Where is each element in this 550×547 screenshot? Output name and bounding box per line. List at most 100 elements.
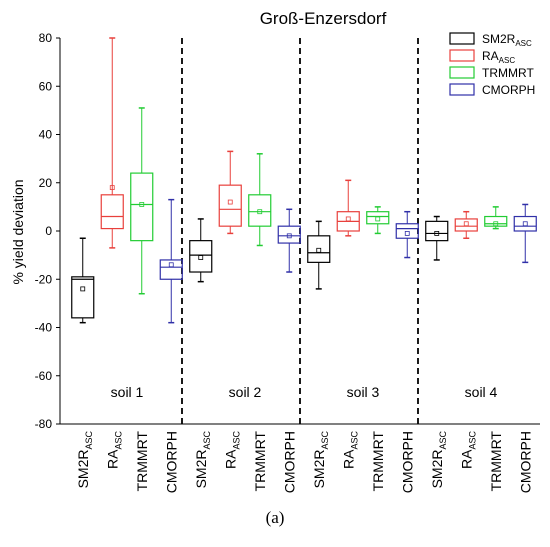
x-tick-label: RAASC [104, 431, 123, 469]
x-tick-label: SM2RASC [75, 431, 94, 489]
mean-marker [434, 231, 440, 236]
x-tick-label-sub: ASC [84, 431, 94, 450]
box-iqr [189, 240, 213, 273]
x-tick-label-sub: ASC [113, 431, 123, 450]
x-tick-label-sub: ASC [320, 431, 330, 450]
legend-entry-main: RA [482, 49, 499, 63]
mean-marker [522, 221, 528, 227]
y-tick-label: 20 [39, 176, 53, 190]
x-tick-label: RAASC [458, 431, 477, 469]
box-iqr [100, 194, 124, 230]
x-tick-label-main: CMORPH [281, 431, 297, 493]
box-2-2 [366, 206, 390, 235]
x-tick-label-main: CMORPH [163, 431, 179, 493]
box-2-0 [130, 107, 154, 295]
box-iqr [248, 194, 272, 227]
box-iqr [454, 218, 478, 232]
x-tick-label: RAASC [222, 431, 241, 469]
y-tick-label: -20 [35, 272, 53, 286]
box-iqr [277, 225, 301, 244]
y-tick-label: 0 [45, 224, 52, 238]
y-tick-label: -60 [35, 369, 53, 383]
x-tick-label-main: CMORPH [399, 431, 415, 493]
legend-entry-main: TRMMRT [482, 66, 534, 80]
x-tick-label-main: SM2R [193, 450, 209, 489]
box-iqr [513, 215, 537, 232]
soil-label: soil 3 [347, 384, 380, 400]
mean-marker [168, 262, 174, 268]
box-0-0 [71, 237, 95, 324]
box-iqr [159, 259, 183, 280]
box-0-1 [189, 218, 213, 283]
legend-entry-main: SM2R [482, 32, 516, 46]
box-iqr [71, 276, 95, 319]
box-iqr [307, 235, 331, 263]
box-3-2 [395, 210, 419, 259]
plot-area: 80 60 40 20 0 -20 -40 -60 -80 soil 1 soil 2 soil 3 s… [35, 31, 540, 493]
x-tick-label-main: RA [104, 449, 120, 469]
box-3-1 [277, 208, 301, 273]
mean-marker [316, 247, 322, 253]
x-tick-label: RAASC [340, 431, 359, 469]
box-iqr [484, 215, 508, 227]
box-2-1 [248, 153, 272, 247]
legend-swatch [449, 83, 475, 96]
chart-title: Groß-Enzersdorf [260, 9, 387, 28]
y-tick-label: 60 [39, 79, 53, 93]
legend-entry: SM2RASC [482, 32, 532, 48]
x-tick-label: CMORPH [281, 431, 297, 493]
y-axis-label: % yield deviation [10, 179, 26, 284]
mean-marker [257, 209, 263, 215]
x-tick-label-sub: ASC [202, 431, 212, 450]
legend-entry: CMORPH [482, 83, 535, 97]
box-1-0 [100, 37, 124, 249]
legend-entry-sub: ASC [515, 39, 532, 48]
mean-marker [404, 231, 410, 236]
legend-swatch [449, 49, 475, 62]
mean-marker [227, 199, 233, 205]
box-1-2 [336, 179, 360, 237]
soil-label: soil 2 [229, 384, 262, 400]
x-tick-label: CMORPH [517, 431, 533, 493]
y-tick-label: -40 [35, 321, 53, 335]
mean-marker [463, 221, 469, 227]
x-tick-label: TRMMRT [488, 431, 504, 492]
mean-marker [80, 286, 86, 292]
x-tick-label: TRMMRT [370, 431, 386, 492]
box-1-3 [454, 210, 478, 239]
x-tick-label: TRMMRT [252, 431, 268, 492]
box-2-3 [484, 206, 508, 230]
x-tick-label: TRMMRT [134, 431, 150, 492]
mean-marker [493, 221, 499, 227]
y-tick-label: 80 [39, 31, 53, 45]
legend-entry-main: CMORPH [482, 83, 535, 97]
mean-marker [109, 185, 115, 190]
mean-marker [198, 255, 204, 260]
x-tick-label-main: SM2R [311, 450, 327, 489]
x-tick-label-main: RA [222, 449, 238, 469]
legend-swatch [449, 32, 475, 45]
x-tick-label-main: TRMMRT [134, 431, 150, 492]
x-tick-label: CMORPH [163, 431, 179, 493]
x-tick-label-sub: ASC [467, 431, 477, 450]
box-3-3 [513, 203, 537, 264]
legend-swatch [449, 66, 475, 79]
box-iqr [130, 172, 154, 242]
x-tick-label-main: TRMMRT [252, 431, 268, 492]
x-tick-label-sub: ASC [231, 431, 241, 450]
mean-marker [286, 233, 292, 239]
mean-marker [139, 202, 145, 207]
x-tick-label-sub: ASC [349, 431, 359, 450]
soil-label: soil 4 [465, 384, 498, 400]
legend-entry: TRMMRT [482, 66, 534, 80]
x-tick-label-main: RA [340, 449, 356, 469]
box-iqr [395, 223, 419, 239]
mean-marker [345, 216, 351, 222]
box-iqr [218, 184, 242, 227]
box-0-2 [307, 220, 331, 290]
y-tick-label: -80 [35, 417, 53, 431]
x-tick-label-sub: ASC [438, 431, 448, 450]
legend-entry: RAASC [482, 49, 515, 65]
box-1-1 [218, 150, 242, 235]
